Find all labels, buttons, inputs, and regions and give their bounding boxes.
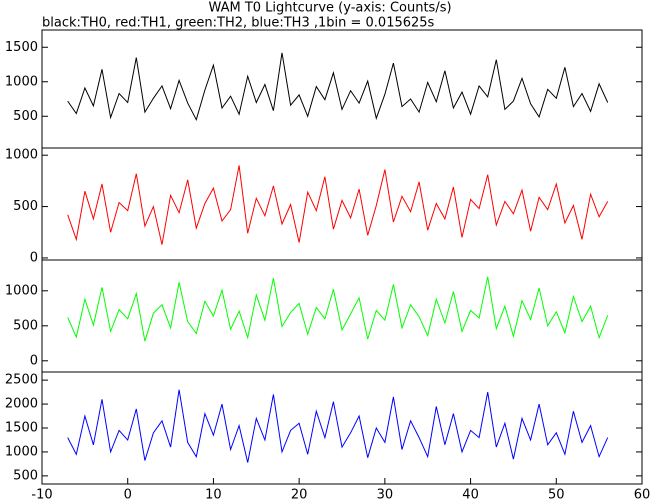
y-tick-label: 500 bbox=[13, 468, 38, 483]
panel-frame bbox=[41, 147, 643, 261]
x-tick-label: 0 bbox=[124, 488, 132, 503]
x-tick-label: 30 bbox=[377, 488, 394, 503]
lightcurve bbox=[67, 276, 609, 342]
y-tick-label: 0 bbox=[30, 250, 38, 265]
chart-title: WAM T0 Lightcurve (y-axis: Counts/s) bbox=[208, 1, 451, 16]
x-tick-label: 60 bbox=[634, 488, 651, 503]
panel-frame bbox=[41, 371, 643, 485]
y-tick-label: 1500 bbox=[5, 421, 38, 436]
x-tick-label: 40 bbox=[462, 488, 479, 503]
panel-frame bbox=[41, 259, 643, 373]
x-tick-label: 50 bbox=[548, 488, 565, 503]
x-tick-label: 10 bbox=[205, 488, 222, 503]
chart-subtitle: black:TH0, red:TH1, green:TH2, blue:TH3 … bbox=[42, 16, 435, 31]
lightcurve bbox=[67, 389, 609, 463]
y-tick-label: 1500 bbox=[5, 40, 38, 55]
y-tick-label: 500 bbox=[13, 109, 38, 124]
y-tick-label: 1000 bbox=[5, 74, 38, 89]
y-tick-label: 2500 bbox=[5, 373, 38, 388]
x-tick-label: 20 bbox=[291, 488, 308, 503]
y-tick-label: 1000 bbox=[5, 444, 38, 459]
x-tick-label: -10 bbox=[31, 488, 52, 503]
panel-frame bbox=[41, 29, 643, 149]
y-tick-label: 1000 bbox=[5, 148, 38, 163]
y-tick-label: 1000 bbox=[5, 283, 38, 298]
y-tick-label: 500 bbox=[13, 199, 38, 214]
y-tick-label: 2000 bbox=[5, 397, 38, 412]
y-tick-label: 500 bbox=[13, 318, 38, 333]
y-tick-label: 0 bbox=[30, 353, 38, 368]
lightcurve bbox=[67, 165, 609, 245]
lightcurve bbox=[67, 52, 609, 122]
